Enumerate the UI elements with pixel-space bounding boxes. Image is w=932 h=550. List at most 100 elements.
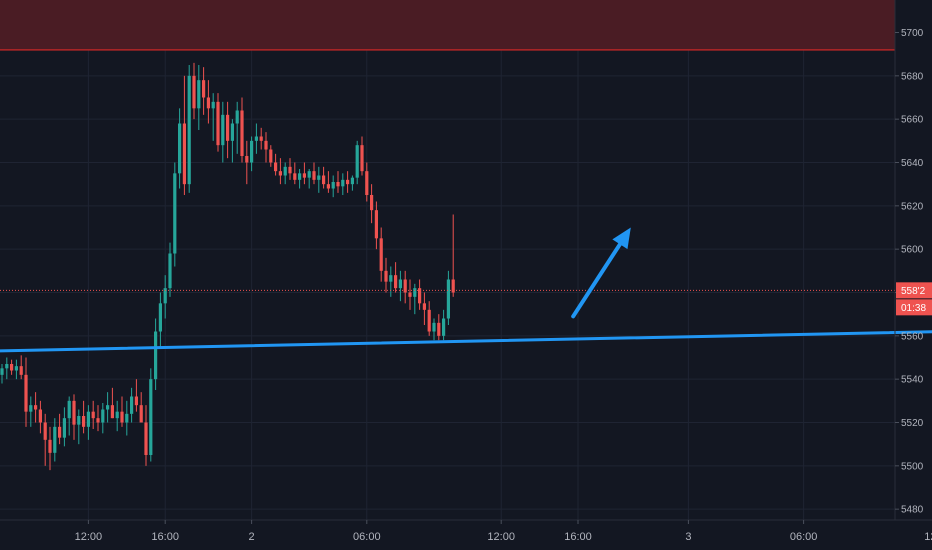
candle (408, 279, 412, 310)
drawings-layer[interactable] (0, 227, 932, 353)
candle (437, 314, 441, 341)
y-tick-label: 5540 (901, 375, 924, 386)
x-tick-label: 2 (249, 531, 255, 543)
candle (125, 400, 129, 436)
candle-body (288, 166, 292, 174)
candle-body (168, 253, 172, 289)
candle (106, 392, 110, 423)
candle-body (62, 418, 66, 438)
candle (38, 400, 42, 434)
candle (427, 301, 431, 336)
candle-body (72, 400, 76, 425)
candle (312, 162, 316, 185)
candle-body (322, 175, 326, 185)
candle (360, 136, 364, 176)
candle (82, 400, 86, 434)
candlestick-series (0, 62, 455, 471)
candle-body (197, 80, 201, 109)
candle-body (67, 400, 71, 419)
candle (86, 405, 90, 440)
candle-body (422, 303, 426, 310)
candle (163, 275, 167, 319)
candle-body (106, 405, 110, 410)
candle-body (14, 366, 18, 371)
candle-body (158, 303, 162, 332)
y-tick-label: 5640 (901, 158, 924, 169)
candle-body (317, 175, 321, 180)
candle (259, 127, 263, 150)
candle-body (408, 292, 412, 297)
candle (96, 405, 100, 432)
candle-body (245, 156, 249, 163)
candle (29, 396, 33, 427)
candle (101, 403, 105, 434)
candle (120, 396, 124, 427)
candle (226, 101, 230, 159)
candle (62, 407, 66, 447)
candle-body (178, 123, 182, 174)
candle-body (413, 288, 417, 297)
candle (43, 413, 47, 466)
y-tick-label: 5520 (901, 418, 924, 429)
candle (24, 357, 28, 427)
candle-body (394, 275, 398, 289)
candle-body (403, 279, 407, 293)
candle-body (43, 422, 47, 440)
candle (374, 201, 378, 250)
candle (355, 140, 359, 185)
candle (72, 394, 76, 440)
resistance-zone (0, 0, 895, 51)
candle (250, 136, 254, 172)
candle (173, 162, 177, 267)
candle (451, 214, 455, 297)
direction-arrow-shaft[interactable] (571, 242, 622, 319)
candle-body (336, 182, 340, 187)
candle-body (0, 368, 4, 375)
candle-body (283, 166, 287, 176)
y-tick-label: 5620 (901, 201, 924, 212)
candle (274, 153, 278, 176)
candle (264, 132, 268, 163)
candle-body (202, 80, 206, 98)
candle-body (226, 114, 230, 141)
y-tick-label: 5700 (901, 28, 924, 39)
candle-body (48, 439, 52, 453)
candle (336, 171, 340, 193)
candle-body (38, 409, 42, 423)
candle (350, 175, 354, 191)
candle (341, 173, 345, 195)
candle-body (398, 279, 402, 289)
candle-body (298, 173, 302, 180)
candle-body (96, 418, 100, 423)
candle-countdown-badge (896, 299, 932, 316)
candle (418, 279, 422, 310)
candle (67, 396, 71, 436)
candle-body (254, 136, 258, 141)
support-trendline[interactable] (0, 329, 932, 353)
candle (346, 171, 350, 193)
candle-body (235, 110, 239, 124)
y-tick-label: 5560 (901, 331, 924, 342)
candle (446, 270, 450, 325)
candle (283, 162, 287, 185)
candle (245, 140, 249, 185)
candle-body (24, 374, 28, 412)
time-axis[interactable]: 12:0016:00206:0012:0016:00306:0012:0016:… (75, 520, 932, 543)
candle (211, 93, 215, 141)
candle-body (216, 101, 220, 146)
candle-body (307, 171, 311, 178)
candle (53, 418, 57, 462)
x-tick-label: 12:00 (75, 531, 103, 543)
current-price-label: 558'2 (901, 286, 926, 297)
current-price-badge (896, 282, 932, 299)
candle-body (302, 173, 306, 178)
candle-body (182, 123, 186, 185)
candle-body (240, 110, 244, 156)
candle (158, 292, 162, 347)
candle (422, 292, 426, 325)
candle (202, 67, 206, 115)
direction-arrow-head[interactable] (612, 227, 631, 250)
candle-body (230, 123, 234, 141)
y-tick-label: 5500 (901, 461, 924, 472)
